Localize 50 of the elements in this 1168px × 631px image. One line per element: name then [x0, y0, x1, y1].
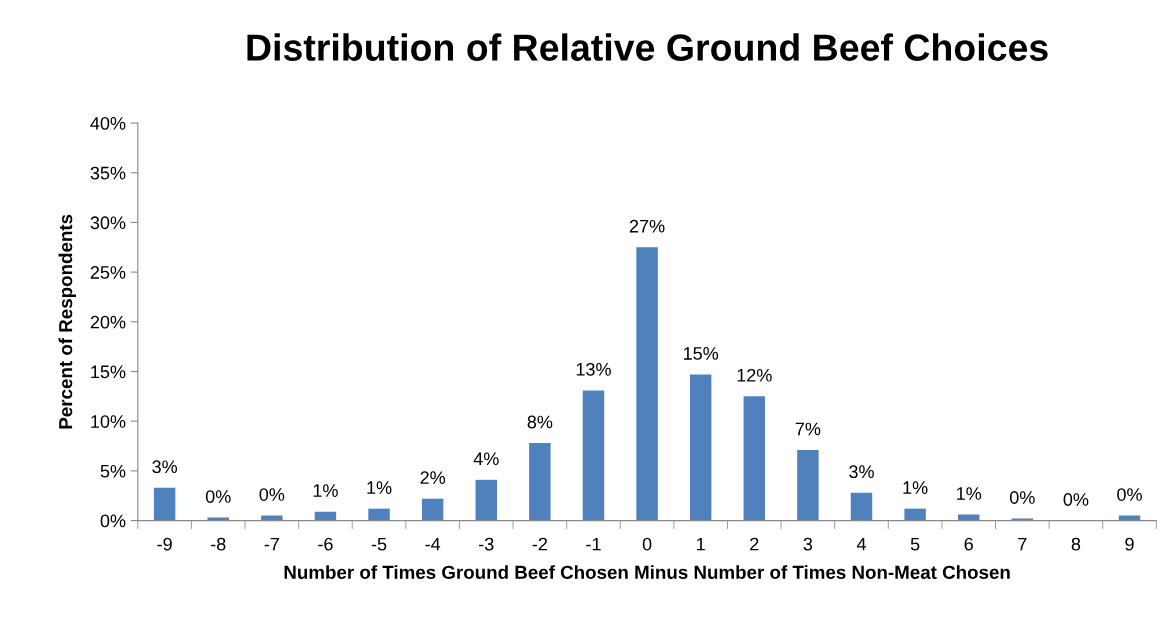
- x-tick-label: -9: [157, 537, 172, 551]
- data-label: 3%: [849, 465, 874, 479]
- data-label: 27%: [629, 219, 665, 233]
- y-tick-label: 0%: [100, 514, 126, 528]
- data-label: 2%: [420, 471, 446, 484]
- data-label: 1%: [957, 487, 982, 500]
- x-tick-label: -4: [425, 537, 441, 551]
- y-tick-label: 15%: [91, 365, 126, 379]
- data-label: 3%: [152, 460, 178, 474]
- y-tick-label: 20%: [90, 315, 126, 329]
- x-axis-title: Number of Times Ground Beef Chosen Minus Number of Times Non-Meat Chosen: [284, 565, 1010, 579]
- data-label: 0%: [1009, 491, 1035, 504]
- y-tick-label: 35%: [90, 166, 126, 180]
- y-tick-label: 40%: [90, 116, 126, 130]
- x-tick-label: 3: [803, 537, 813, 551]
- x-tick-label: 1: [697, 537, 705, 551]
- data-label: 12%: [737, 368, 772, 382]
- data-label: 0%: [259, 488, 285, 501]
- data-label: 0%: [1063, 493, 1089, 506]
- data-label: 4%: [473, 452, 499, 466]
- y-tick-label: 25%: [90, 266, 126, 279]
- x-tick-label: 0: [642, 537, 652, 551]
- x-tick-label: -3: [479, 537, 494, 551]
- data-label: 0%: [1117, 488, 1142, 501]
- x-tick-label: 6: [964, 537, 973, 551]
- x-tick-label: -6: [318, 537, 333, 551]
- chart-title: Distribution of Relative Ground Beef Choices: [247, 33, 1048, 61]
- x-tick-label: 5: [910, 537, 920, 551]
- x-tick-label: 7: [1018, 537, 1027, 551]
- x-tick-label: -1: [586, 537, 601, 551]
- x-tick-label: -5: [371, 537, 387, 551]
- x-tick-label: 9: [1125, 537, 1134, 551]
- x-tick-label: -8: [211, 537, 226, 551]
- x-tick-label: 4: [856, 537, 866, 551]
- data-label: 13%: [576, 362, 611, 376]
- x-tick-label: -2: [532, 537, 547, 551]
- y-tick-label: 30%: [90, 216, 126, 230]
- x-tick-label: -7: [264, 537, 279, 551]
- x-tick-label: 2: [750, 537, 759, 551]
- y-tick-label: 10%: [91, 415, 126, 428]
- data-label: 1%: [903, 481, 928, 494]
- y-axis-title: Percent of Respondents: [58, 214, 76, 429]
- data-label: 0%: [205, 490, 231, 503]
- y-tick-label: 5%: [100, 464, 126, 478]
- data-label: 8%: [527, 415, 553, 429]
- data-label: 1%: [367, 481, 392, 494]
- data-label: 15%: [683, 347, 719, 360]
- data-label: 1%: [313, 484, 338, 497]
- data-label: 7%: [795, 422, 821, 436]
- x-tick-label: 8: [1071, 537, 1081, 551]
